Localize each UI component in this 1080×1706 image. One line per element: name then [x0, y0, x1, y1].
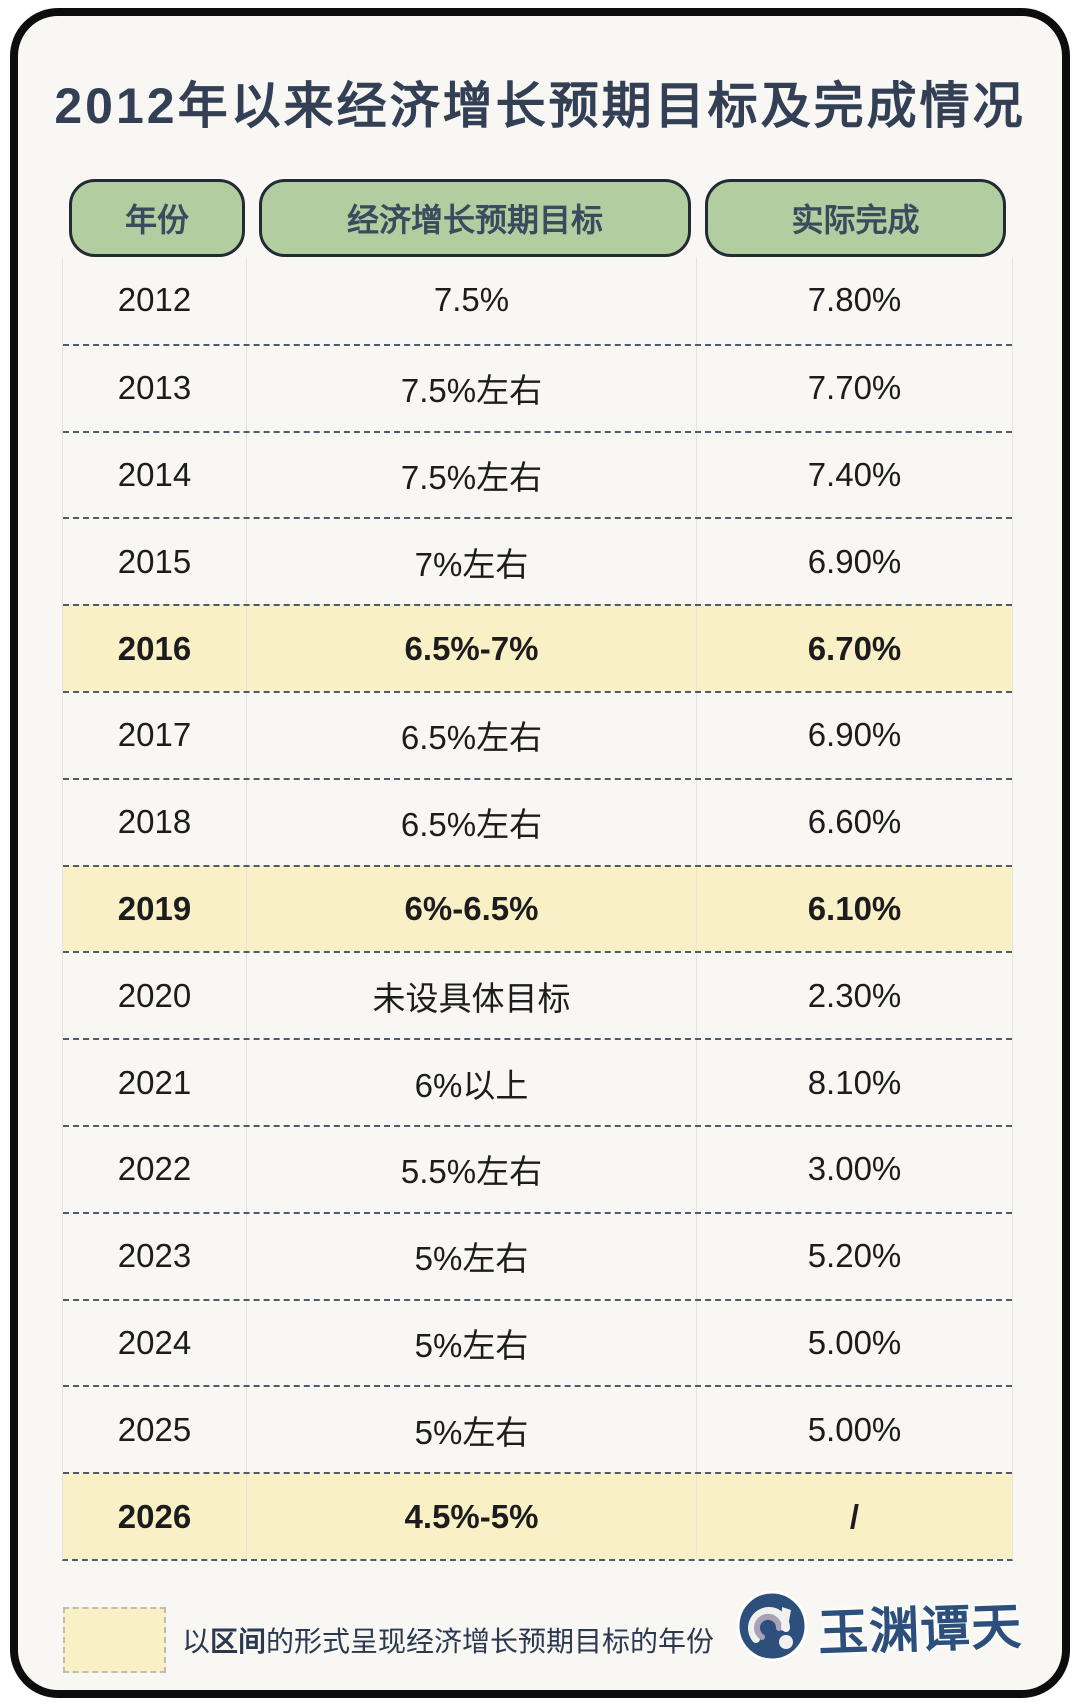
target-cell: 5%左右	[247, 1387, 697, 1473]
header-cell-target: 经济增长预期目标	[252, 179, 698, 257]
table-row: 2023 5%左右 5.20%	[63, 1211, 1012, 1299]
brand-logo: 玉渊谭天	[736, 1588, 1024, 1664]
target-cell: 7%左右	[247, 519, 697, 605]
year-cell: 2016	[63, 606, 247, 691]
actual-cell: 7.70%	[807, 369, 902, 407]
header-label-actual: 实际完成	[705, 179, 1006, 257]
actual-cell: 6.10%	[807, 889, 902, 927]
actual-cell: 5.00%	[807, 1323, 902, 1361]
legend-caption-prefix: 以	[182, 1626, 211, 1657]
header-label-target: 经济增长预期目标	[259, 179, 691, 257]
table-row: 2025 5%左右 5.00%	[63, 1385, 1012, 1473]
table-row: 2024 5%左右 5.00%	[63, 1298, 1012, 1386]
year-cell: 2021	[63, 1040, 247, 1125]
year-cell: 2012	[63, 257, 247, 344]
year-cell: 2018	[63, 779, 247, 865]
target-cell: 6.5%-7%	[247, 606, 697, 691]
table-row: 2022 5.5%左右 3.00%	[63, 1124, 1012, 1212]
actual-cell: 6.70%	[807, 629, 902, 667]
year-cell: 2013	[63, 345, 247, 431]
year-cell: 2019	[63, 866, 247, 952]
target-cell: 6%-6.5%	[247, 866, 697, 952]
actual-cell: 6.60%	[807, 803, 902, 841]
page-title: 2012年以来经济增长预期目标及完成情况	[54, 78, 1026, 134]
year-cell: 2026	[63, 1474, 247, 1559]
target-cell: 未设具体目标	[247, 953, 697, 1039]
target-cell: 7.5%	[247, 257, 697, 344]
table-row: 2013 7.5%左右 7.70%	[63, 343, 1012, 431]
actual-cell: 5.20%	[807, 1237, 902, 1275]
target-cell: 5.5%左右	[247, 1126, 697, 1212]
table-header: 年份 经济增长预期目标 实际完成	[62, 179, 1013, 257]
table-row: 2015 7%左右 6.90%	[63, 517, 1012, 605]
table-row-highlighted: 2016 6.5%-7% 6.70%	[63, 604, 1012, 691]
year-cell: 2025	[63, 1387, 247, 1473]
table-body: 2012 7.5% 7.80% 2013 7.5%左右 7.70% 2014 7…	[62, 257, 1013, 1561]
target-cell: 5%左右	[247, 1300, 697, 1386]
table-row: 2021 6%以上 8.10%	[63, 1038, 1012, 1125]
target-cell: 6.5%左右	[247, 692, 697, 778]
year-cell: 2014	[63, 432, 247, 518]
table-row-highlighted: 2026 4.5%-5% /	[63, 1472, 1012, 1559]
brand-logo-name: 玉渊谭天	[817, 1598, 1024, 1662]
year-cell: 2020	[63, 953, 247, 1039]
table-row: 2012 7.5% 7.80%	[63, 257, 1012, 344]
table-row: 2018 6.5%左右 6.60%	[63, 777, 1012, 865]
year-cell: 2023	[63, 1213, 247, 1299]
target-cell: 5%左右	[247, 1213, 697, 1299]
actual-cell: 7.80%	[807, 281, 902, 319]
actual-cell: /	[849, 1497, 860, 1535]
wave-swirl-logo-icon	[736, 1590, 808, 1662]
year-cell: 2017	[63, 692, 247, 778]
actual-cell: 6.90%	[807, 716, 902, 754]
actual-cell: 6.90%	[807, 542, 902, 580]
header-label-year: 年份	[69, 179, 245, 257]
table-row-highlighted: 2019 6%-6.5% 6.10%	[63, 864, 1012, 952]
table-row: 2014 7.5%左右 7.40%	[63, 430, 1012, 518]
target-cell: 6.5%左右	[247, 779, 697, 865]
target-cell: 6%以上	[247, 1040, 697, 1125]
year-cell: 2015	[63, 519, 247, 605]
actual-cell: 7.40%	[807, 455, 902, 493]
header-cell-year: 年份	[62, 179, 252, 257]
legend-caption: 以区间 的形式呈现经济增长预期目标的年份	[182, 1607, 714, 1673]
actual-cell: 5.00%	[807, 1410, 902, 1448]
target-cell: 4.5%-5%	[247, 1474, 697, 1559]
table-row: 2017 6.5%左右 6.90%	[63, 690, 1012, 778]
actual-cell: 8.10%	[807, 1063, 902, 1101]
legend-caption-suffix: 的形式呈现经济增长预期目标的年份	[266, 1626, 715, 1657]
header-cell-actual: 实际完成	[698, 179, 1013, 257]
target-cell: 7.5%左右	[247, 432, 697, 518]
legend-range-swatch	[63, 1607, 166, 1673]
card-frame	[10, 8, 1070, 1698]
year-cell: 2022	[63, 1126, 247, 1212]
actual-cell: 2.30%	[807, 976, 902, 1014]
legend-caption-keyword: 区间	[210, 1626, 267, 1657]
table-row: 2020 未设具体目标 2.30%	[63, 951, 1012, 1039]
actual-cell: 3.00%	[807, 1150, 902, 1188]
year-cell: 2024	[63, 1300, 247, 1386]
target-cell: 7.5%左右	[247, 345, 697, 431]
